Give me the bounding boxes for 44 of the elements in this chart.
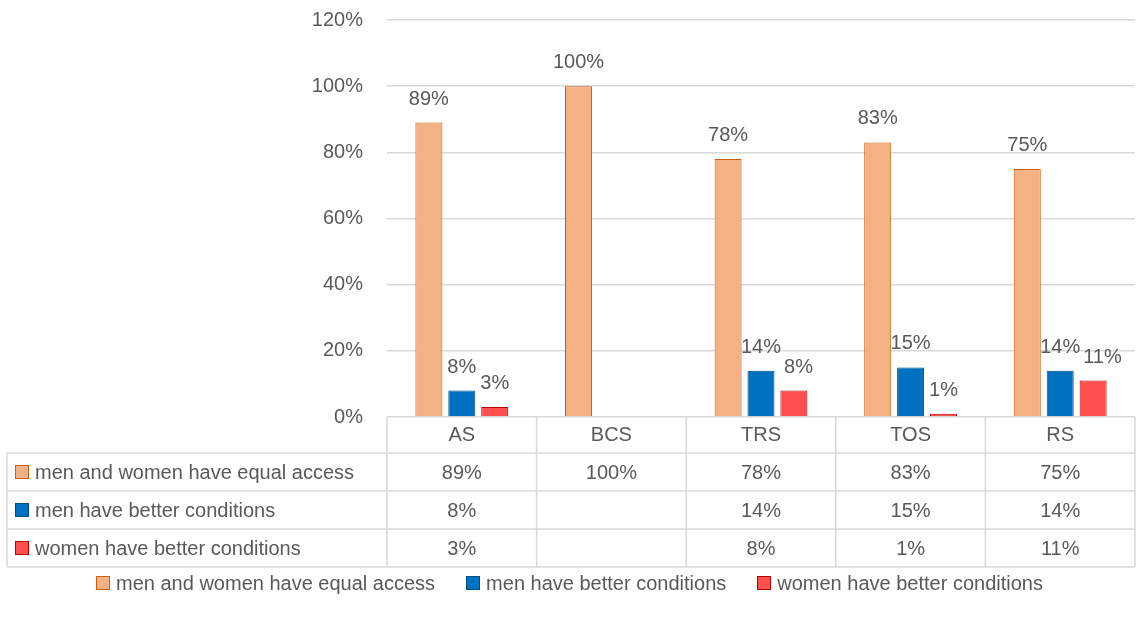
data-label: 14% xyxy=(740,499,781,521)
text: 83% xyxy=(857,106,898,129)
data-label: 83% xyxy=(890,461,931,483)
y-tick-label: 40% xyxy=(322,272,364,295)
legend-label: men and women have equal access xyxy=(35,460,355,485)
text: 8% xyxy=(784,354,813,377)
text: 78% xyxy=(708,122,749,145)
y-tick-label: 80% xyxy=(322,139,364,162)
data-label: 8% xyxy=(447,499,477,521)
x-tick-label: BCS xyxy=(590,422,632,445)
x-tick-label: TRS xyxy=(741,422,781,445)
y-tick-label: 20% xyxy=(322,338,364,361)
data-label: 15% xyxy=(890,499,931,521)
y-tick-label: 60% xyxy=(322,206,364,229)
x-tick-label: AS xyxy=(448,422,476,445)
text: men have better conditions xyxy=(35,499,276,521)
text: 1% xyxy=(929,377,958,400)
y-tick-label: 0% xyxy=(334,404,364,427)
text: 8% xyxy=(447,354,477,377)
data-label: 89% xyxy=(441,461,482,483)
text: 14% xyxy=(740,334,782,357)
text: 3% xyxy=(480,371,510,394)
y-tick-label: 100% xyxy=(311,73,364,96)
x-tick-label: TOS xyxy=(890,422,931,445)
legend-label: women have better conditions xyxy=(777,571,1043,595)
text: men and women have equal access xyxy=(116,571,436,594)
data-label: 78% xyxy=(740,461,781,483)
data-label: 75% xyxy=(1040,461,1081,483)
data-label: 3% xyxy=(447,537,477,559)
text: 100% xyxy=(552,50,605,73)
x-tick-label: RS xyxy=(1046,422,1075,445)
data-label: 1% xyxy=(896,537,926,559)
text: 15% xyxy=(890,331,931,354)
text: 75% xyxy=(1007,132,1048,155)
text: women have better conditions xyxy=(35,537,301,559)
data-label: 14% xyxy=(1040,499,1081,521)
data-label: 100% xyxy=(585,461,637,483)
y-tick-label: 120% xyxy=(311,7,364,30)
text: 11% xyxy=(1083,344,1122,367)
legend-label: men have better conditions xyxy=(486,571,727,595)
data-label: 8% xyxy=(746,537,776,559)
data-label: 11% xyxy=(1040,537,1080,559)
text: 89% xyxy=(408,86,449,109)
text: 14% xyxy=(1040,334,1081,357)
